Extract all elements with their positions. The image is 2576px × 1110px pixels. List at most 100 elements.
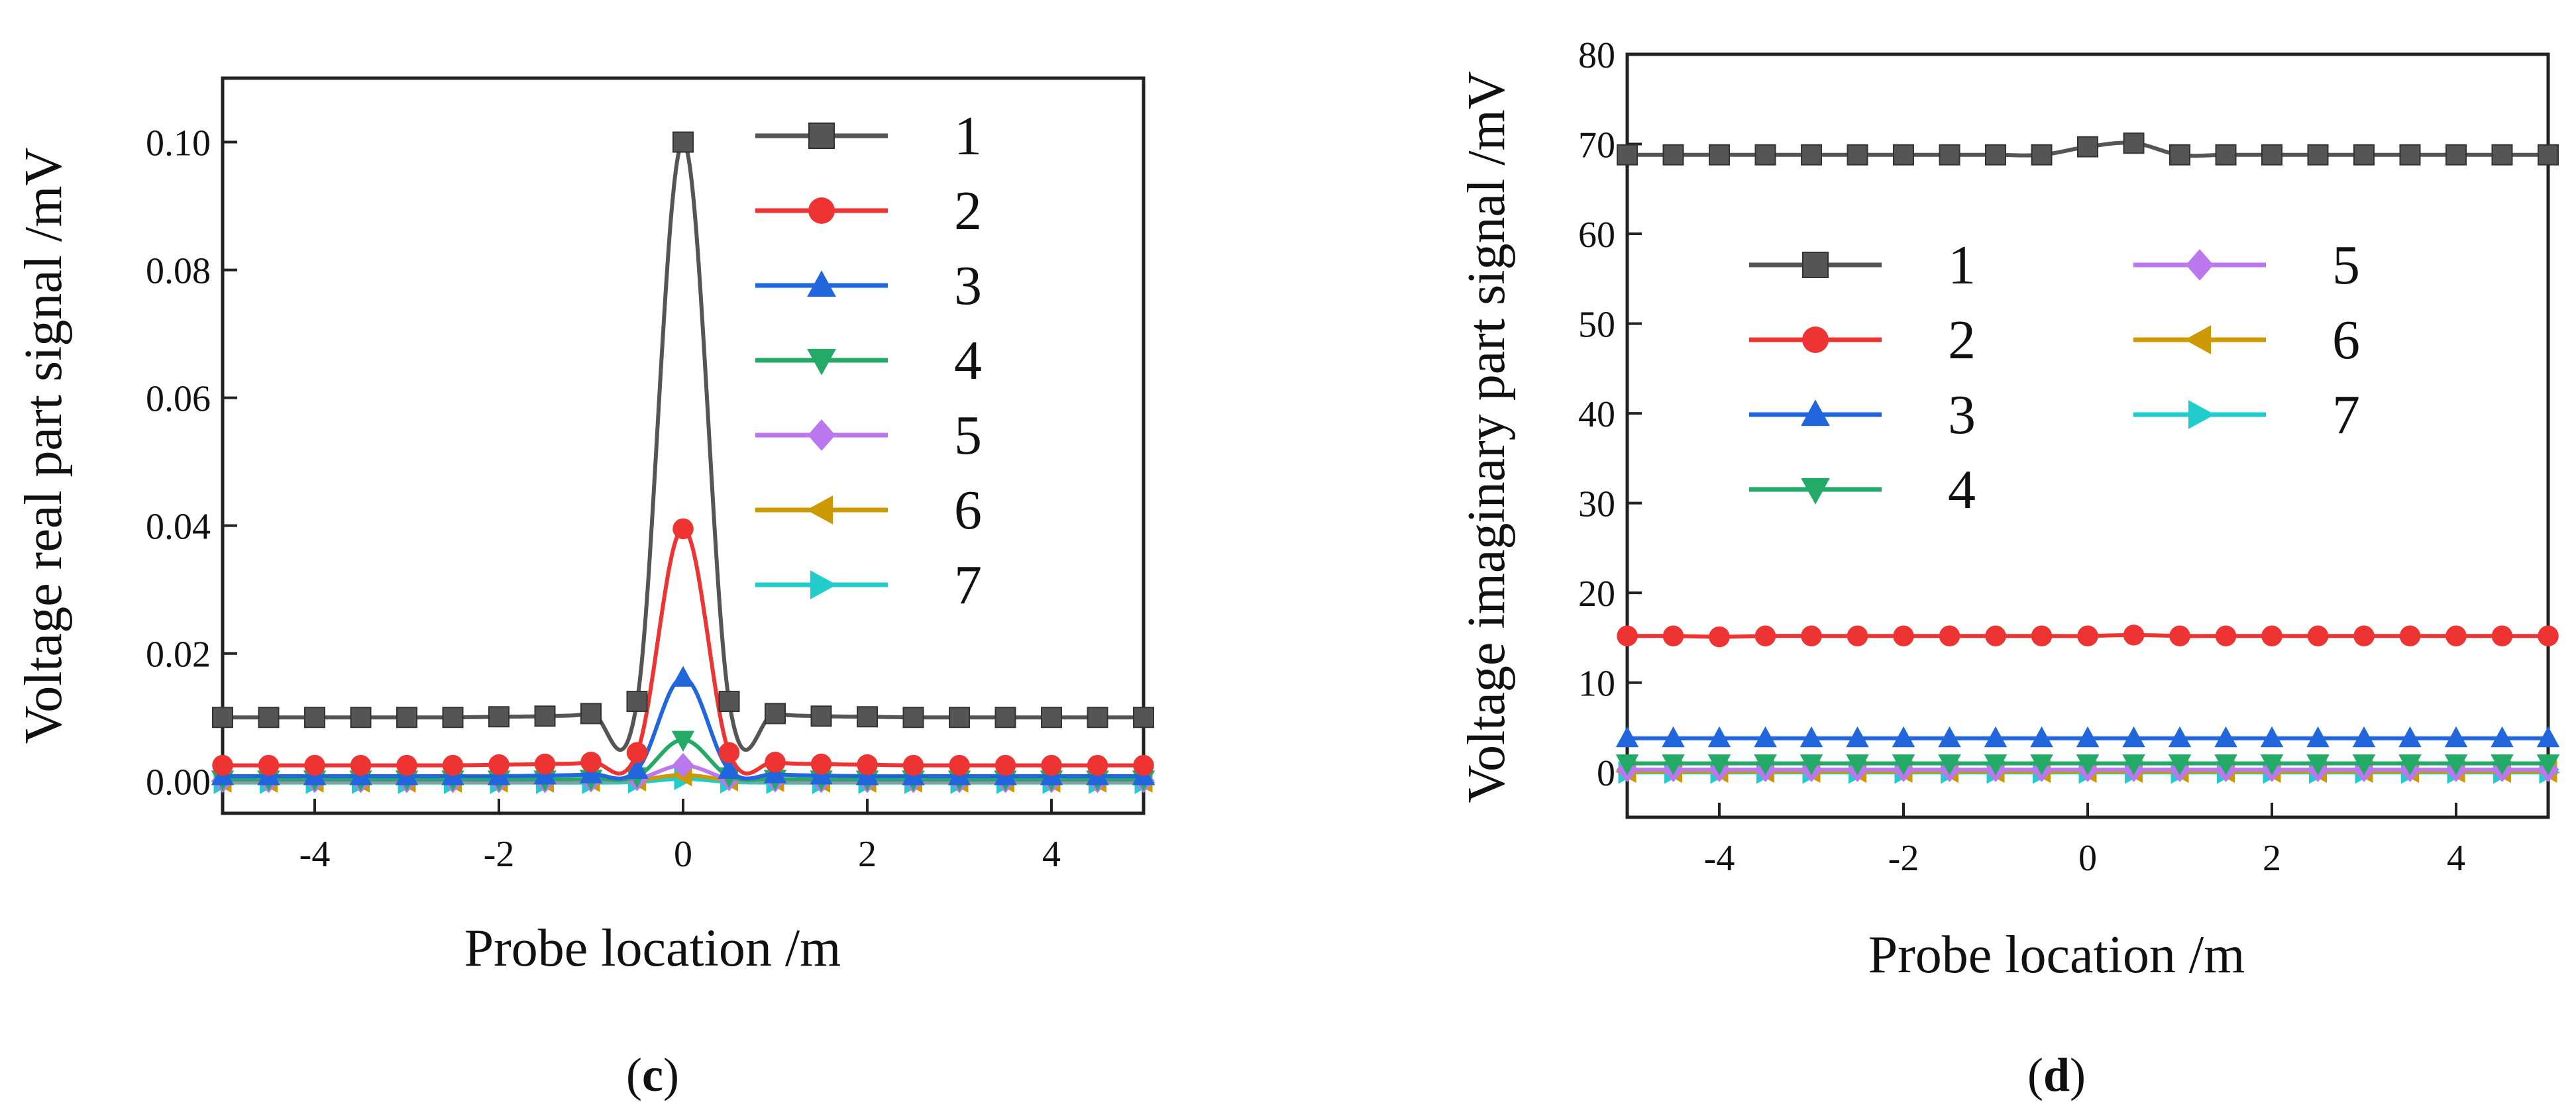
series-1 (212, 131, 1154, 752)
series-2-point (2031, 625, 2053, 646)
series-2-point (1847, 625, 1868, 646)
series-4-point (1938, 754, 1961, 776)
series-3-point (2536, 726, 2560, 748)
series-1-point (857, 706, 878, 728)
series-4-point (2214, 754, 2237, 776)
series-1-point (258, 707, 280, 729)
series-3-point (1754, 726, 1777, 748)
series-2-point (1133, 754, 1154, 776)
legend-label: 2 (1948, 309, 1976, 371)
series-3-point (1938, 726, 1961, 748)
series-2-point (1801, 625, 1822, 646)
legend-item-3: 3 (755, 255, 982, 317)
y-tick-label: 0.02 (146, 634, 211, 676)
series-2-point (1709, 626, 1730, 648)
chart-c-frame (221, 76, 1146, 815)
legend-item-6: 6 (2133, 309, 2360, 371)
chart-d: 0 10 20 30 40 50 60 70 80 -4 -2 0 2 4 1 2 3 4 5 6 7 Voltag… (1458, 35, 2560, 1101)
series-2-point (949, 754, 970, 776)
series-2-point (994, 754, 1016, 776)
legend-marker (807, 270, 836, 297)
series-1-point (2123, 132, 2145, 154)
x-tick-label: 0 (2078, 838, 2097, 879)
legend-item-5: 5 (755, 405, 982, 466)
series-4-point (1799, 754, 1823, 776)
y-tick-label: 60 (1578, 215, 1615, 256)
series-2-point (258, 754, 280, 776)
series-2-point (212, 754, 233, 776)
series-4-point (2076, 754, 2100, 776)
series-1-point (2077, 136, 2098, 158)
series-2-point (2538, 625, 2559, 646)
series-2-point (2077, 625, 2098, 646)
y-tick-label: 20 (1578, 574, 1615, 615)
x-tick-label: -4 (299, 834, 331, 875)
series-2-point (2399, 625, 2421, 646)
chart-d-xlabel: Probe location /m (1868, 926, 2245, 984)
x-tick-label: -2 (484, 834, 515, 875)
legend-marker (2188, 400, 2215, 429)
chart-d-series (1615, 132, 2560, 784)
chart-c-ylabel: Voltage real part signal /mV (15, 148, 73, 744)
series-1-point (304, 707, 325, 729)
legend-item-3: 3 (1749, 384, 1976, 446)
legend-label: 3 (954, 255, 982, 317)
series-1-point (1662, 144, 1684, 166)
series-1-point (1617, 144, 1638, 166)
series-1-point (2353, 144, 2375, 166)
series-2-point (2353, 625, 2375, 646)
series-4-point (1984, 754, 2008, 776)
legend-label: 5 (954, 405, 982, 466)
series-3-point (2398, 726, 2422, 748)
y-tick-label: 0.08 (146, 251, 211, 292)
series-4-point (2536, 754, 2560, 776)
series-4-point (2030, 754, 2053, 776)
legend-item-1: 1 (755, 105, 982, 167)
series-2-point (2445, 625, 2467, 646)
y-tick-label: 0.04 (146, 507, 211, 548)
legend-marker (808, 419, 835, 451)
series-1-point (1754, 144, 1776, 166)
legend-label: 1 (954, 105, 982, 167)
series-2-point (626, 742, 648, 764)
legend-item-7: 7 (755, 554, 982, 616)
series-1-point (994, 707, 1016, 729)
y-tick-label: 50 (1578, 305, 1615, 346)
series-2-point (765, 752, 786, 773)
legend-label: 4 (954, 330, 982, 391)
series-3-point (1892, 726, 1915, 748)
series-1-point (626, 691, 648, 713)
series-4-point (2122, 754, 2145, 776)
series-4-point (2398, 754, 2422, 776)
series-3-point (1846, 726, 1869, 748)
series-2-point (1893, 625, 1914, 646)
series-4-point (1892, 754, 1915, 776)
legend-marker (806, 495, 833, 525)
series-1-point (1893, 144, 1914, 166)
caption-d-letter: d (2043, 1048, 2070, 1101)
legend-label: 1 (1948, 234, 1976, 296)
chart-c-x-ticks: -4 -2 0 2 4 (299, 799, 1061, 875)
caption-d: (d) (2027, 1048, 2086, 1101)
series-1-point (2215, 144, 2237, 166)
series-3 (211, 666, 1155, 785)
y-tick-label: 40 (1578, 394, 1615, 435)
series-2-point (902, 754, 924, 776)
legend-marker (2184, 325, 2212, 354)
series-1-point (1133, 707, 1154, 729)
x-tick-label: 2 (858, 834, 877, 875)
series-1-point (2491, 144, 2513, 166)
series-3 (1615, 726, 2560, 748)
chart-c: 0.00 0.02 0.04 0.06 0.08 0.10 -4 -2 0 2 4 1 2 3 4 5 6 7… (15, 76, 1155, 1101)
chart-c-series (211, 131, 1155, 794)
series-1-point (2538, 144, 2559, 166)
series-1-point (2445, 144, 2467, 166)
series-1-point (2169, 144, 2190, 166)
series-1-line (223, 140, 1144, 752)
series-1-point (2307, 144, 2329, 166)
series-3-point (1707, 726, 1731, 748)
chart-d-frame (1625, 52, 2550, 819)
series-4-point (1707, 754, 1731, 776)
legend-marker (808, 123, 835, 149)
